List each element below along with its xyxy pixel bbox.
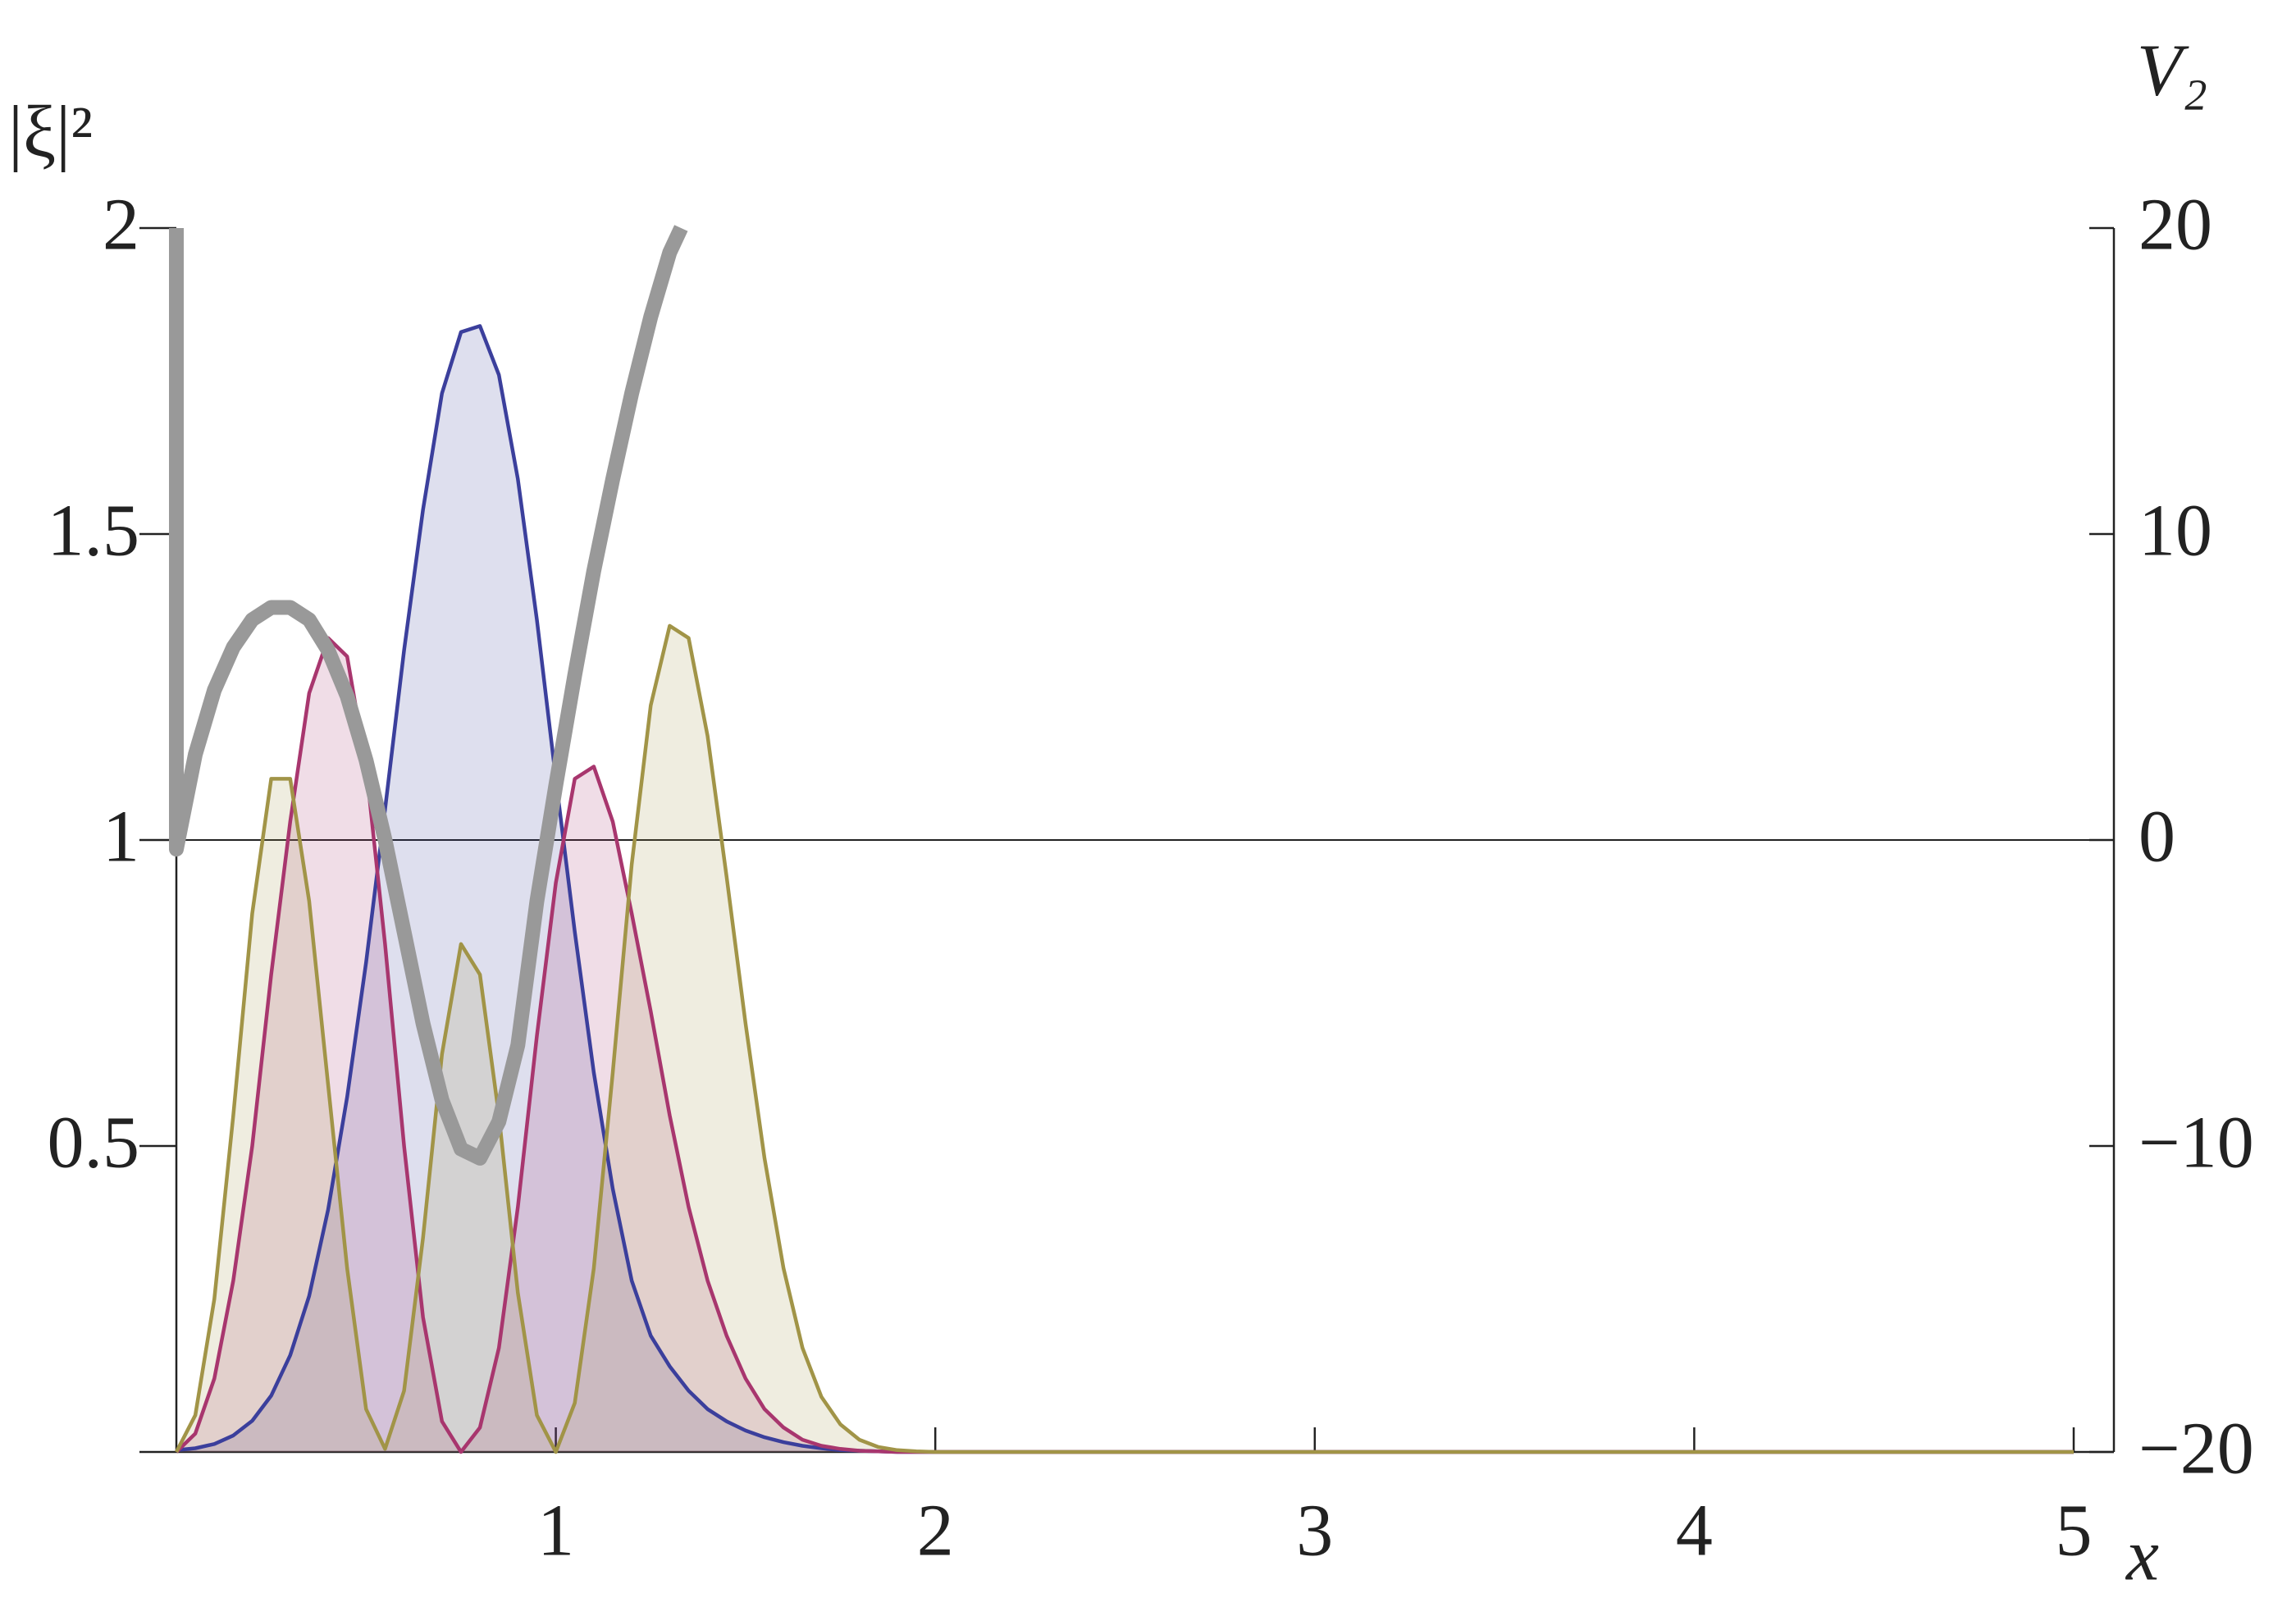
y2-tick-label: 20 <box>2139 185 2212 266</box>
x-tick-label: 3 <box>1296 1491 1333 1572</box>
y2-axis-label: V₂ <box>2137 30 2207 112</box>
area <box>176 637 2074 1452</box>
y-tick-label: 1 <box>103 797 139 878</box>
x-tick-label: 1 <box>537 1491 574 1572</box>
x-tick-label: 4 <box>1676 1491 1713 1572</box>
line <box>175 636 2074 1454</box>
area <box>176 625 2074 1452</box>
y2-tick-label: 0 <box>2139 797 2175 878</box>
y2-tick-label: −10 <box>2139 1103 2254 1184</box>
x-axis-label: x <box>2125 1515 2159 1596</box>
line <box>175 623 2074 1454</box>
y-tick-label: 0.5 <box>48 1103 140 1184</box>
x-tick-label: 2 <box>917 1491 954 1572</box>
y-tick-label: 2 <box>103 185 139 266</box>
potential-line <box>169 225 688 1166</box>
y-axis-label: |ξ|² <box>8 92 93 173</box>
y2-tick-label: −20 <box>2139 1408 2254 1490</box>
y2-tick-label: 10 <box>2139 491 2212 572</box>
x-tick-label: 5 <box>2056 1491 2093 1572</box>
y-tick-label: 1.5 <box>48 491 140 572</box>
